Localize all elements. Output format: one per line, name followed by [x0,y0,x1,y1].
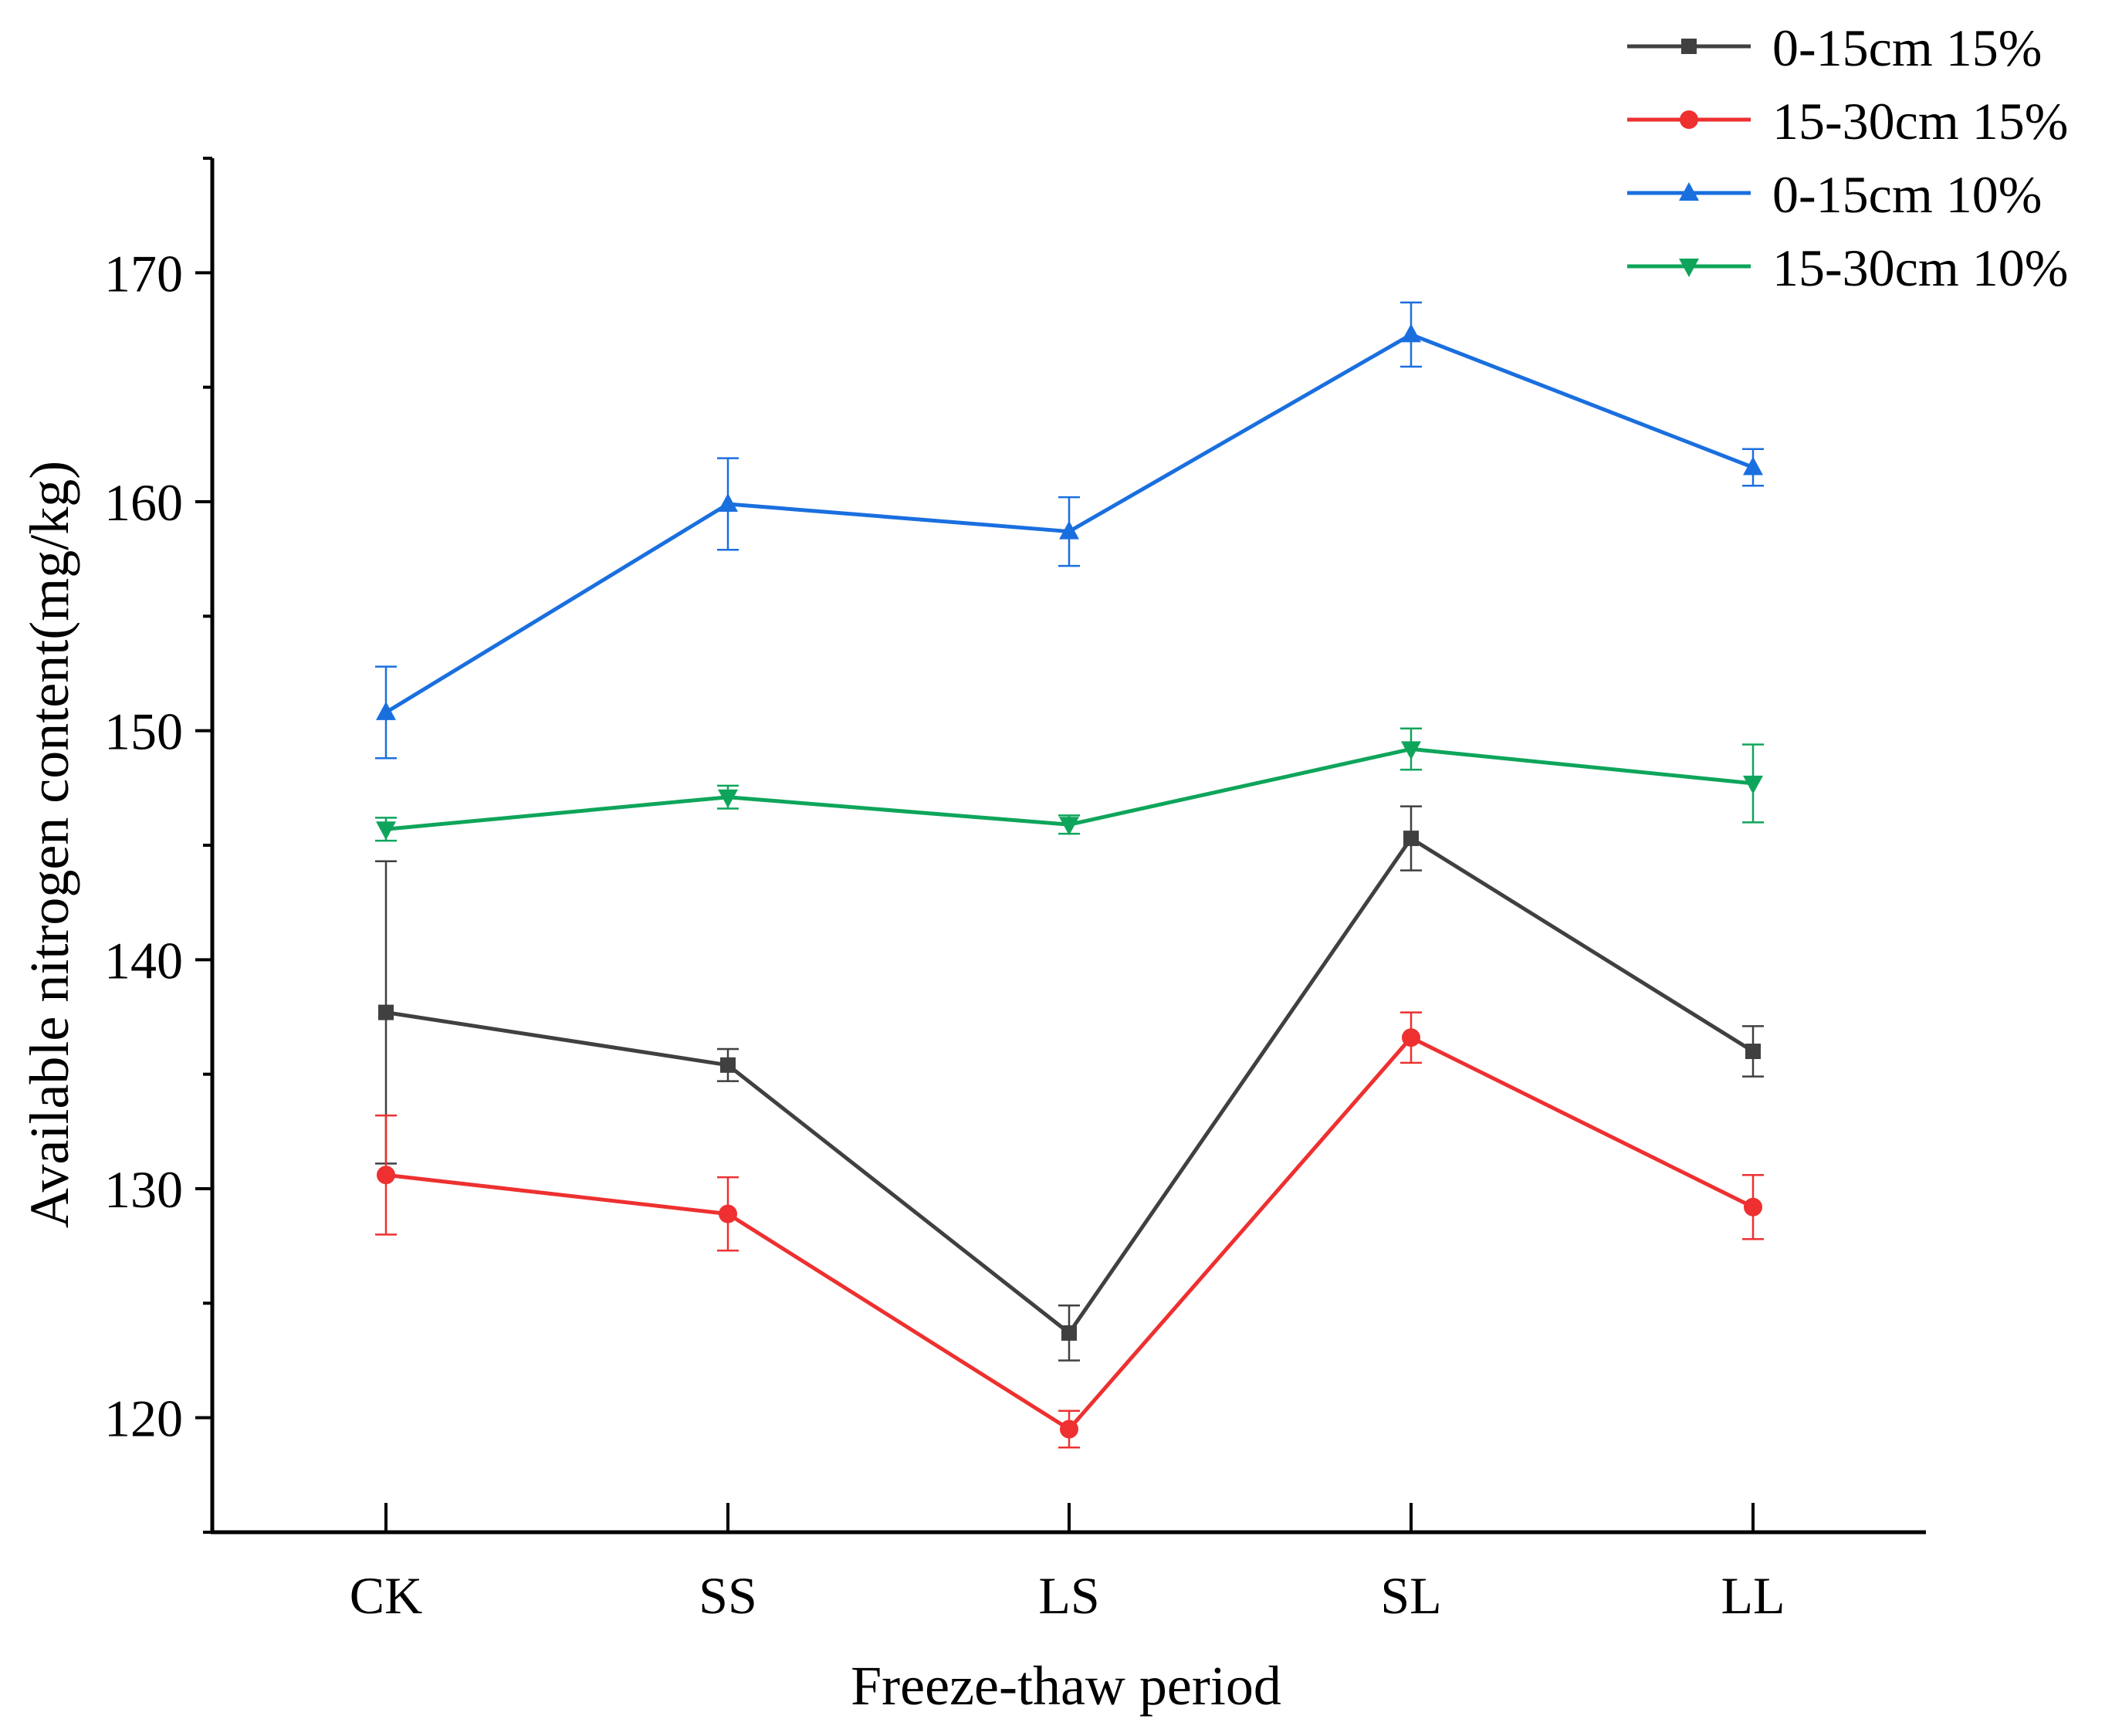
y-tick-label: 170 [104,244,183,303]
legend-label: 0-15cm 15% [1772,19,2042,77]
data-point-15-30cm-10 [1059,817,1079,836]
legend-marker [1680,110,1698,129]
y-tick-label: 140 [104,931,183,990]
data-point-15-30cm-15 [1744,1197,1762,1217]
x-tick-label: SL [1380,1566,1441,1625]
error-bars [375,301,1764,1449]
legend-marker [1681,39,1697,54]
legend-marker [1679,259,1699,277]
data-point-0-15cm-15 [378,1004,394,1020]
series-line-0-15cm-15 [385,836,1755,1335]
data-point-15-30cm-10 [376,821,396,841]
data-point-15-30cm-15 [377,1166,395,1185]
data-point-15-30cm-15 [1402,1028,1420,1047]
y-tick-label: 130 [104,1160,183,1219]
x-axis-label: Freeze-thaw period [851,1655,1281,1717]
legend-item-15-30cm-15: 15-30cm 15% [1627,92,2068,151]
data-point-15-30cm-15 [1060,1420,1078,1439]
data-point-15-30cm-10 [1401,741,1421,760]
data-point-0-15cm-15 [1745,1044,1761,1059]
legend: 0-15cm 15% 15-30cm 15% 0-15cm 10% 15-30cm 1… [1627,19,2068,297]
data-point-0-15cm-10 [1743,456,1763,475]
data-point-0-15cm-15 [720,1057,736,1073]
data-point-15-30cm-15 [719,1204,737,1223]
y-tick-label: 150 [104,702,183,761]
x-tick-label: LL [1721,1566,1785,1625]
data-point-0-15cm-15 [1403,831,1419,847]
data-point-0-15cm-10 [1059,520,1079,540]
legend-label: 15-30cm 15% [1772,92,2068,151]
legend-item-15-30cm-10: 15-30cm 10% [1627,239,2068,297]
data-point-0-15cm-10 [718,492,738,512]
legend-label: 0-15cm 10% [1772,165,2042,224]
legend-label: 15-30cm 10% [1772,239,2068,297]
x-tick-label: SS [699,1566,757,1625]
data-point-0-15cm-15 [1061,1325,1077,1341]
y-tick-label: 120 [104,1389,183,1448]
data-point-0-15cm-10 [376,701,396,720]
legend-marker [1679,182,1699,201]
legend-item-0-15cm-15: 0-15cm 15% [1627,19,2042,77]
series-markers [376,323,1763,1439]
legend-item-0-15cm-10: 0-15cm 10% [1627,165,2042,224]
series-line-15-30cm-15 [385,1035,1755,1431]
x-tick-label: LS [1038,1566,1099,1625]
data-point-15-30cm-10 [1743,775,1763,794]
y-tick-label: 160 [104,473,183,532]
data-point-0-15cm-10 [1401,323,1421,343]
data-point-15-30cm-10 [718,789,738,808]
axes: 120 130 140 150 160 170 CK SS LS SL LL [104,157,1926,1625]
x-tick-label: CK [350,1566,422,1625]
y-axis-label: Available nitrogen content(mg/kg) [19,461,80,1228]
